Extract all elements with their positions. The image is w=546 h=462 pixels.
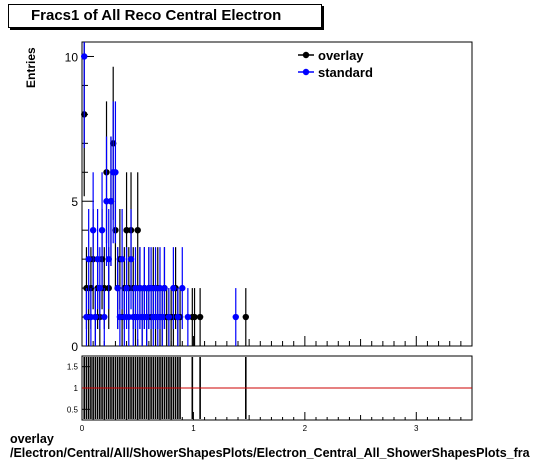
data-point bbox=[143, 313, 150, 321]
data-point bbox=[132, 284, 139, 292]
y-tick-label: 10 bbox=[65, 50, 79, 64]
ratio-y-tick-label: 0.5 bbox=[67, 405, 79, 414]
data-point bbox=[123, 226, 130, 234]
main-plot-frame bbox=[81, 41, 473, 347]
data-point bbox=[94, 255, 101, 263]
ratio-x-tick-label: 2 bbox=[303, 424, 308, 433]
data-point bbox=[87, 284, 95, 292]
data-point bbox=[196, 313, 204, 321]
legend-label-overlay: overlay bbox=[318, 48, 364, 63]
series-standard bbox=[81, 42, 239, 346]
data-point bbox=[165, 313, 173, 321]
data-point bbox=[136, 284, 144, 292]
ratio-x-tick-label: 1 bbox=[191, 424, 196, 433]
data-point bbox=[83, 284, 90, 292]
data-point bbox=[98, 226, 106, 234]
ratio-y-tick-label: 1 bbox=[74, 384, 79, 393]
data-point bbox=[174, 313, 182, 321]
data-point bbox=[123, 284, 130, 292]
footer-line-1: overlay bbox=[10, 432, 54, 446]
data-point bbox=[161, 284, 168, 292]
data-point bbox=[179, 284, 186, 292]
data-point bbox=[232, 313, 239, 321]
ratio-plot: 0.5 1 1.5 0 1 2 3 bbox=[67, 355, 473, 433]
data-point bbox=[112, 169, 119, 176]
data-point bbox=[85, 255, 92, 263]
data-point bbox=[87, 313, 95, 321]
chart-title-box: Fracs1 of All Reco Central Electron bbox=[8, 4, 322, 28]
footer-line-2: /Electron/Central/All/ShowerShapesPlots/… bbox=[10, 446, 530, 460]
data-point bbox=[121, 313, 128, 321]
data-point bbox=[96, 284, 104, 292]
legend-label-standard: standard bbox=[318, 65, 373, 80]
data-point bbox=[89, 226, 97, 234]
chart-title: Fracs1 of All Reco Central Electron bbox=[31, 7, 282, 24]
data-point bbox=[101, 284, 108, 292]
data-point bbox=[101, 313, 108, 321]
data-point bbox=[105, 255, 112, 263]
data-point bbox=[81, 53, 88, 60]
data-point bbox=[83, 313, 90, 321]
data-point bbox=[152, 284, 159, 292]
ratio-x-tick-label: 3 bbox=[414, 424, 419, 433]
ratio-y-tick-label: 1.5 bbox=[67, 363, 79, 372]
data-point bbox=[138, 313, 146, 321]
data-point bbox=[130, 313, 137, 321]
data-point bbox=[116, 313, 124, 321]
data-point bbox=[191, 313, 198, 321]
data-point bbox=[134, 226, 141, 234]
y-tick-label: 0 bbox=[71, 340, 78, 354]
data-point bbox=[159, 313, 166, 321]
data-point bbox=[170, 284, 177, 292]
data-point bbox=[134, 313, 141, 321]
legend-marker-overlay bbox=[302, 51, 310, 59]
data-point bbox=[107, 198, 115, 205]
data-point bbox=[147, 284, 155, 292]
data-point bbox=[141, 284, 148, 292]
data-point bbox=[127, 255, 135, 263]
legend-marker-standard bbox=[302, 68, 310, 76]
y-tick-label: 5 bbox=[71, 195, 78, 209]
data-point bbox=[156, 284, 164, 292]
data-point bbox=[184, 313, 192, 321]
data-point bbox=[114, 284, 121, 292]
main-plot: 0 5 10 overlay standard bbox=[65, 41, 473, 354]
data-point bbox=[118, 255, 126, 263]
data-point bbox=[125, 313, 132, 321]
data-point bbox=[154, 313, 161, 321]
data-point bbox=[92, 313, 99, 321]
data-point bbox=[242, 313, 249, 321]
data-point bbox=[103, 198, 110, 205]
data-point bbox=[150, 313, 157, 321]
ratio-x-tick-label: 0 bbox=[80, 424, 85, 433]
